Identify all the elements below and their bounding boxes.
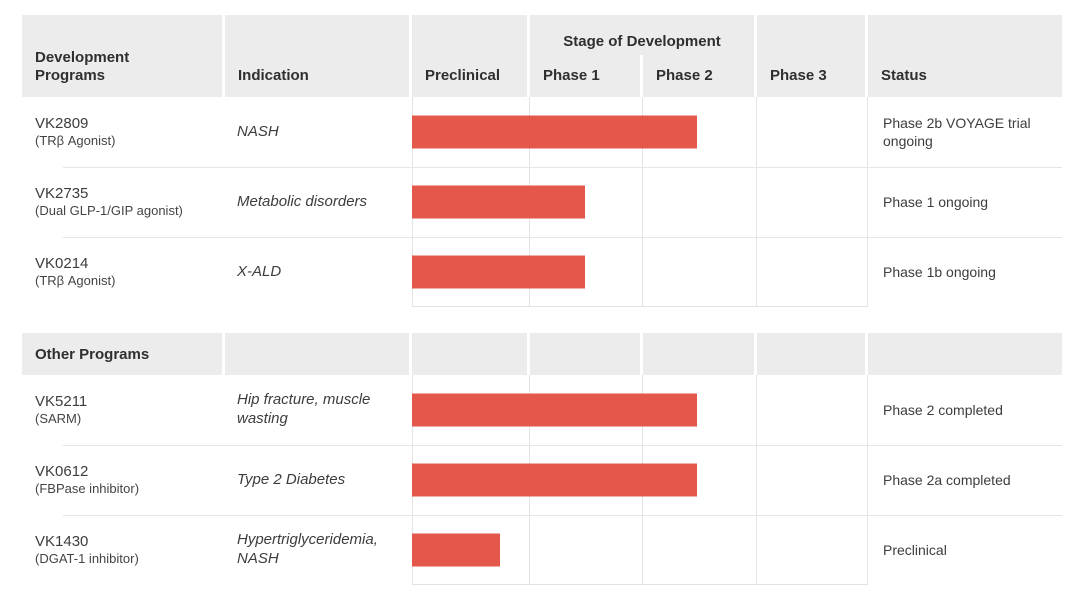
stage-cell-phase-3 (757, 97, 868, 167)
column-header-preclinical: Preclinical (412, 15, 530, 97)
stage-cell-phase-3 (757, 375, 868, 445)
stage-bar (412, 255, 585, 289)
indication-cell: NASH (237, 122, 279, 140)
program-mechanism: (DGAT-1 inhibitor) (35, 551, 139, 567)
table-row: VK1430 (DGAT-1 inhibitor) Hypertriglycer… (22, 515, 1062, 585)
program-name: VK5211 (35, 392, 88, 410)
program-cell: VK1430 (DGAT-1 inhibitor) (22, 515, 225, 585)
table-row: VK0612 (FBPase inhibitor) Type 2 Diabete… (22, 445, 1062, 515)
table-header: Development Programs Indication Preclini… (22, 15, 1062, 97)
indication-cell: Metabolic disorders (237, 192, 368, 210)
stage-cell-phase-3 (757, 445, 868, 515)
status-cell: Phase 2 completed (883, 401, 1003, 418)
indication-cell: Hip fracture, muscle wasting (237, 391, 371, 427)
program-cell: VK2735 (Dual GLP-1/GIP agonist) (22, 167, 225, 237)
table-row: VK0214 (TRβ Agonist) X-ALD Phase 1b ongo… (22, 237, 1062, 307)
status-cell: Phase 1b ongoing (883, 263, 996, 280)
stage-cell-phase-2 (643, 237, 757, 307)
stage-bar (412, 185, 585, 219)
status-cell: Phase 2b VOYAGE trial ongoing (883, 114, 1031, 149)
program-mechanism: (FBPase inhibitor) (35, 481, 140, 497)
status-cell: Preclinical (883, 541, 947, 558)
status-cell: Phase 2a completed (883, 471, 1011, 488)
section-main-programs: VK2809 (TRβ Agonist) NASH Phase 2b VOYAG… (22, 97, 1062, 307)
column-header-phase-2: Phase 2 (643, 55, 757, 97)
program-name: VK1430 (35, 532, 89, 550)
program-cell: VK2809 (TRβ Agonist) (22, 97, 225, 167)
program-name: VK0612 (35, 462, 89, 480)
column-header-indication: Indication (225, 15, 412, 97)
program-mechanism: (TRβ Agonist) (35, 133, 116, 149)
stage-bar (412, 463, 697, 497)
indication-cell: Type 2 Diabetes (237, 470, 346, 488)
stage-cell-phase-1 (530, 515, 643, 585)
stage-bar (412, 393, 697, 427)
column-group-header-stage-of-development: Stage of Development (530, 15, 757, 55)
stage-cell-phase-2 (643, 375, 757, 445)
stage-cell-phase-2 (643, 97, 757, 167)
table-row: VK2735 (Dual GLP-1/GIP agonist) Metaboli… (22, 167, 1062, 237)
program-cell: VK0612 (FBPase inhibitor) (22, 445, 225, 515)
section-header: Other Programs (22, 333, 1062, 375)
column-header-development-programs: Development Programs (22, 15, 225, 97)
program-mechanism: (Dual GLP-1/GIP agonist) (35, 203, 183, 219)
section-other-programs: Other Programs VK5211 (SARM) Hip fractur… (22, 333, 1062, 585)
program-name: VK2809 (35, 114, 89, 132)
stage-cell-phase-1 (530, 167, 643, 237)
stage-cell-phase-1 (530, 237, 643, 307)
program-cell: VK5211 (SARM) (22, 375, 225, 445)
program-name: VK0214 (35, 254, 89, 272)
program-mechanism: (SARM) (35, 411, 82, 427)
column-header-phase-1: Phase 1 (530, 55, 643, 97)
stage-cell-phase-3 (757, 237, 868, 307)
program-name: VK2735 (35, 184, 89, 202)
program-mechanism: (TRβ Agonist) (35, 273, 116, 289)
stage-cell-phase-3 (757, 515, 868, 585)
program-cell: VK0214 (TRβ Agonist) (22, 237, 225, 307)
table-row: VK2809 (TRβ Agonist) NASH Phase 2b VOYAG… (22, 97, 1062, 167)
status-cell: Phase 1 ongoing (883, 193, 989, 210)
stage-bar (412, 533, 500, 567)
column-header-phase-3: Phase 3 (757, 15, 868, 97)
pipeline-chart: Development Programs Indication Preclini… (22, 15, 1062, 585)
table-row: VK5211 (SARM) Hip fracture, muscle wasti… (22, 375, 1062, 445)
section-title: Other Programs (22, 333, 225, 375)
column-header-status: Status (868, 15, 1062, 97)
indication-cell: Hypertriglyceridemia, NASH (237, 531, 378, 567)
stage-cell-phase-3 (757, 167, 868, 237)
stage-cell-phase-2 (643, 167, 757, 237)
stage-cell-phase-2 (643, 445, 757, 515)
stage-cell-phase-2 (643, 515, 757, 585)
stage-bar (412, 115, 697, 149)
indication-cell: X-ALD (237, 262, 282, 280)
